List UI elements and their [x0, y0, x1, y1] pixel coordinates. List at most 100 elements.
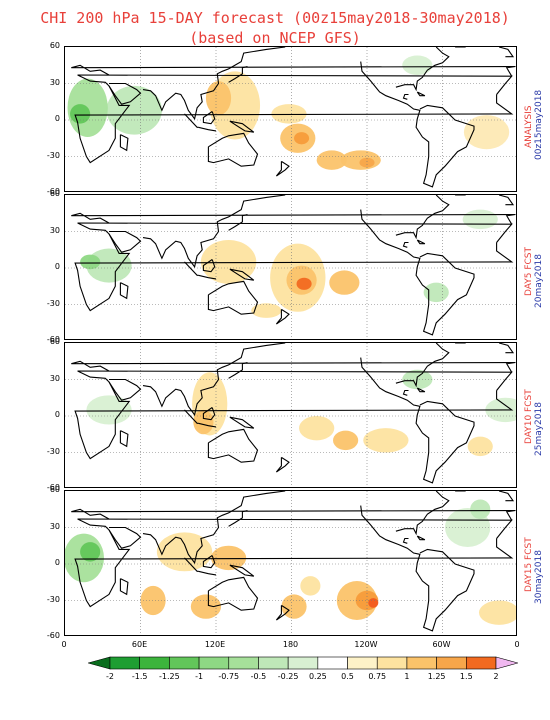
- coastline: [207, 280, 259, 315]
- coastline: [108, 378, 142, 401]
- anomaly-contour: [463, 115, 510, 150]
- coastline: [416, 387, 426, 393]
- colorbar-label: 0.75: [368, 672, 387, 681]
- panel-side-label: ANALYSIS 00z15may2018: [524, 46, 544, 192]
- longitude-label: 120E: [204, 640, 226, 649]
- anomaly-contour: [200, 240, 257, 284]
- coastline: [416, 239, 426, 245]
- map-panel-1: [64, 46, 517, 192]
- coastline: [207, 428, 259, 463]
- coastline: [198, 274, 217, 280]
- coastline: [198, 126, 217, 132]
- coastline: [360, 209, 475, 336]
- coastline: [229, 120, 255, 133]
- panel-date-label: 00z15may2018: [534, 89, 544, 160]
- colorbar-label: -1.25: [159, 672, 180, 681]
- longitude-label: 60E: [131, 640, 148, 649]
- anomaly-contour: [299, 416, 335, 441]
- coastline: [360, 505, 475, 632]
- coastline: [360, 357, 475, 484]
- colorbar-label: -1: [195, 672, 204, 681]
- colorbar-segment: [347, 656, 378, 670]
- colorbar-segment: [198, 656, 230, 670]
- coastline: [402, 241, 409, 248]
- coastline: [108, 526, 142, 549]
- coastline: [119, 134, 129, 152]
- map-panel-2: [64, 194, 517, 340]
- anomaly-contour: [86, 248, 132, 283]
- anomaly-contour: [478, 600, 516, 625]
- coastline: [275, 160, 290, 177]
- anomaly-contour: [80, 254, 101, 270]
- coastline: [184, 261, 199, 276]
- coastline: [207, 132, 259, 167]
- chi-field-map: [65, 343, 516, 487]
- coastline: [184, 557, 199, 572]
- coastline: [74, 518, 514, 608]
- colorbar-label: 1.5: [459, 672, 473, 681]
- colorbar-segment: [109, 656, 140, 670]
- map-subtitle: (based on NCEP GFS): [189, 29, 361, 47]
- colorbar-segment: [376, 656, 408, 670]
- anomaly-contour: [140, 585, 166, 616]
- latitude-label: 30: [49, 225, 60, 235]
- coastline: [275, 604, 290, 621]
- latitude-label: -60: [46, 631, 60, 640]
- panel-side-label: DAY5 FCST 20may2018: [524, 194, 544, 340]
- coastline: [108, 230, 142, 253]
- anomaly-contour: [271, 104, 307, 124]
- panel-side-label: DAY10 FCST 25may2018: [524, 342, 544, 488]
- map-panel-4: [64, 490, 517, 636]
- longitude-label: 180: [282, 640, 299, 649]
- colorbar-segment: [258, 656, 289, 670]
- coastline: [202, 555, 216, 569]
- latitude-label: 0: [54, 262, 60, 271]
- coastline: [402, 537, 409, 544]
- coastline: [228, 213, 248, 231]
- coastline: [498, 343, 515, 354]
- panel-date-label: 30may2018: [534, 550, 544, 604]
- coastline: [71, 212, 516, 225]
- map-title: CHI 200 hPa 15-DAY forecast (00z15may201…: [40, 9, 510, 27]
- coastline: [416, 535, 426, 541]
- coastline: [71, 360, 516, 373]
- latitude-label: 60: [49, 485, 60, 494]
- colorbar-segment: [466, 656, 497, 670]
- coastline: [228, 361, 248, 379]
- anomaly-contour: [333, 430, 359, 451]
- latitude-label: 30: [49, 373, 60, 383]
- coastline: [498, 491, 515, 502]
- longitude-label: 0: [61, 640, 67, 649]
- colorbar-label: 1.25: [427, 672, 446, 681]
- coastline: [74, 222, 514, 312]
- panel-type-label: ANALYSIS: [524, 105, 534, 148]
- latitude-label: 60: [49, 189, 60, 198]
- chi-field-map: [65, 491, 516, 635]
- coastline: [395, 195, 450, 240]
- anomaly-contour: [296, 277, 312, 290]
- coastline: [198, 570, 217, 576]
- colorbar-segment: [287, 656, 319, 670]
- colorbar-label: -1.5: [131, 672, 148, 681]
- coastline: [71, 508, 516, 521]
- latitude-label: -30: [46, 594, 60, 604]
- coastline: [229, 268, 255, 281]
- coastline: [395, 47, 450, 92]
- latitude-label: 60: [49, 337, 60, 346]
- colorbar-left-arrow: [88, 656, 111, 670]
- latitude-label: -60: [46, 335, 60, 344]
- coastline: [229, 416, 255, 429]
- coastline: [142, 195, 286, 269]
- colorbar-segment: [169, 656, 200, 670]
- colorbar-right-arrow: [495, 656, 518, 670]
- coastline: [184, 409, 199, 424]
- colorbar-label: 0.25: [308, 672, 327, 681]
- latitude-label: 60: [49, 41, 60, 50]
- anomaly-contour: [281, 594, 307, 619]
- anomaly-contour: [467, 436, 493, 457]
- coastline: [360, 61, 475, 188]
- panel-side-label: DAY15 FCST 30may2018: [524, 490, 544, 636]
- latitude-label: -30: [46, 446, 60, 456]
- latitude-label: 30: [49, 77, 60, 87]
- chi-field-map: [65, 47, 516, 191]
